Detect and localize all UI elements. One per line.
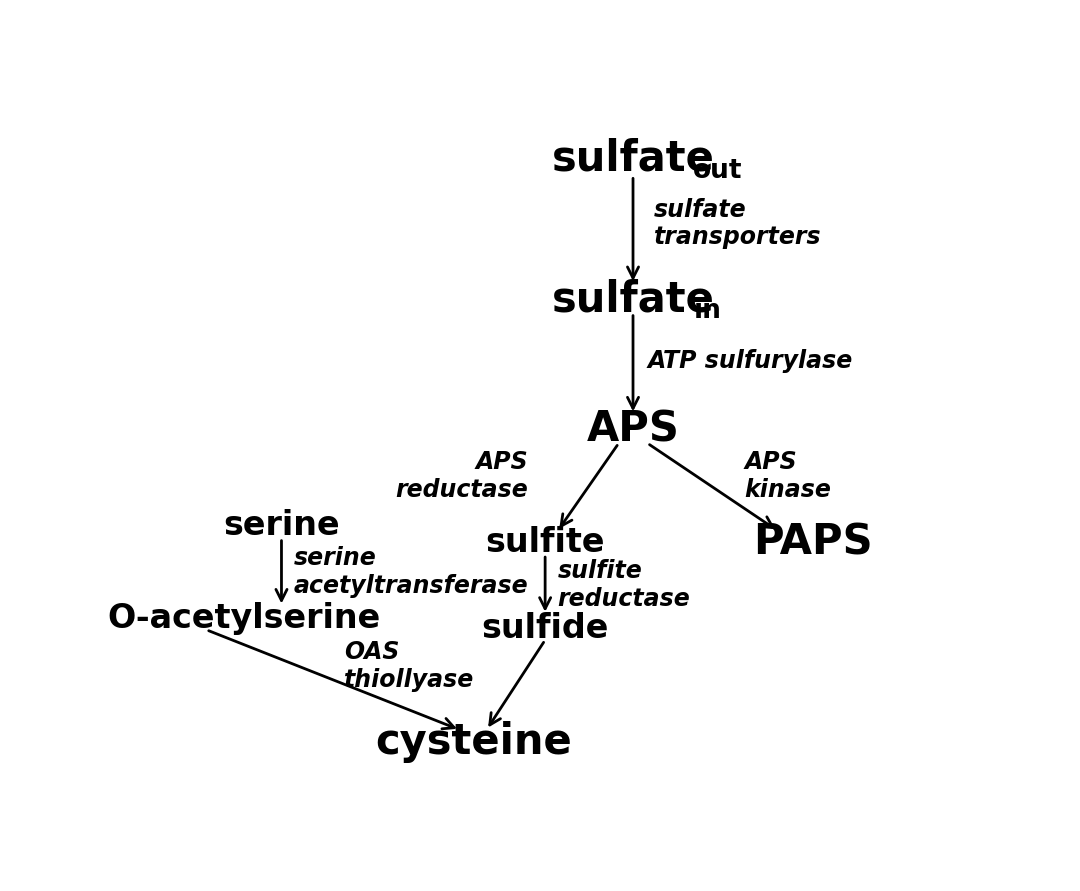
- Text: APS: APS: [586, 408, 679, 450]
- Text: O-acetylserine: O-acetylserine: [107, 601, 380, 634]
- Text: serine: serine: [224, 509, 340, 542]
- Text: sulfate: sulfate: [552, 278, 715, 320]
- Text: cysteine: cysteine: [376, 721, 572, 763]
- Text: sulfite
reductase: sulfite reductase: [557, 560, 690, 611]
- Text: sulfite: sulfite: [485, 526, 605, 559]
- Text: ATP sulfurylase: ATP sulfurylase: [647, 348, 852, 372]
- Text: PAPS: PAPS: [753, 521, 873, 564]
- Text: APS
reductase: APS reductase: [395, 450, 528, 502]
- Text: out: out: [693, 158, 743, 184]
- Text: in: in: [693, 298, 721, 324]
- Text: OAS
thiollyase: OAS thiollyase: [345, 640, 474, 692]
- Text: sulfide: sulfide: [482, 612, 609, 645]
- Text: sulfate
transporters: sulfate transporters: [653, 198, 822, 249]
- Text: APS
kinase: APS kinase: [744, 450, 832, 502]
- Text: sulfate: sulfate: [552, 137, 715, 179]
- Text: serine
acetyltransferase: serine acetyltransferase: [294, 546, 528, 598]
